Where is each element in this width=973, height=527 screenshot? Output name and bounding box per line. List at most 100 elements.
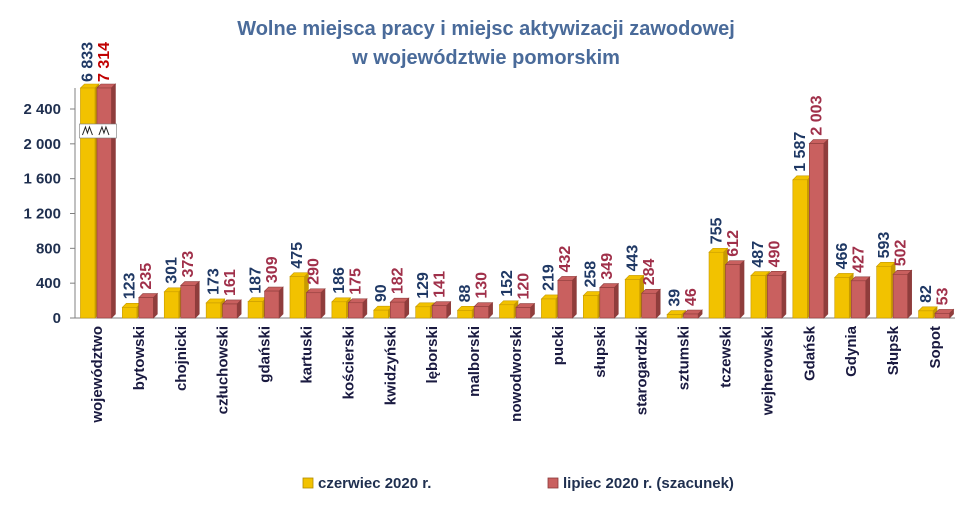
x-tick-label: sztumski [676, 326, 693, 390]
bar-june-14 [666, 309, 687, 319]
chart-subtitle: w województwie pomorskim [351, 47, 620, 69]
value-label-july: 490 [767, 241, 784, 268]
bar-june-10 [498, 300, 519, 319]
bar-july-16-side [781, 270, 787, 319]
bar-june-0-front [80, 87, 96, 319]
bar-july-5-side [320, 288, 326, 319]
bar-june-6 [331, 297, 352, 319]
x-tick-label: Sopot [927, 326, 944, 369]
bar-june-15 [708, 247, 729, 319]
bar-june-17-front [792, 179, 808, 319]
y-tick-label: 400 [36, 275, 61, 292]
bar-july-5-front [306, 292, 322, 319]
value-label-july: 290 [306, 258, 323, 285]
value-label-june: 1 587 [792, 132, 809, 172]
legend-label-july: lipiec 2020 r. (szacunek) [563, 475, 734, 492]
value-label-july: 2 003 [809, 95, 826, 135]
value-label-june: 187 [247, 267, 264, 294]
bar-july-8 [431, 300, 452, 319]
bar-july-19-front [892, 273, 908, 319]
bar-june-17 [792, 175, 813, 319]
bar-june-1 [121, 302, 142, 319]
bar-june-4 [247, 296, 268, 319]
bar-july-16 [766, 270, 787, 319]
x-tick-label: nowodworski [508, 326, 525, 422]
bar-july-9 [473, 301, 494, 319]
x-tick-label: lęborski [424, 326, 441, 384]
value-label-june: 6 833 [80, 42, 97, 82]
y-tick-label: 2 000 [23, 136, 61, 153]
bar-july-20 [934, 308, 955, 319]
value-label-july: 141 [431, 271, 448, 298]
x-tick-label: słupski [592, 326, 609, 378]
bar-july-13 [640, 288, 661, 319]
x-tick-label: chojnicki [173, 326, 190, 391]
x-tick-label: Gdynia [843, 325, 860, 377]
y-tick-label: 2 400 [23, 101, 61, 118]
bar-july-2-front [180, 285, 196, 319]
value-label-july: 175 [348, 268, 365, 295]
bar-july-18-front [850, 280, 867, 319]
bar-june-3-front [205, 302, 221, 319]
bar-june-13-front [624, 279, 641, 319]
x-tick-label: tczewski [718, 326, 735, 388]
bar-july-11-front [557, 280, 573, 319]
value-label-june: 186 [331, 267, 348, 294]
legend-swatch-july [547, 477, 559, 489]
bar-july-1-front [138, 297, 154, 319]
x-tick-label: człuchowski [215, 326, 232, 414]
axis-break-zigzag [81, 125, 93, 136]
bar-july-17 [808, 138, 829, 319]
value-label-july: 7 314 [96, 42, 113, 82]
value-label-july: 284 [641, 258, 658, 285]
value-label-july: 349 [599, 253, 616, 280]
y-tick-label: 0 [53, 310, 61, 327]
bar-july-2-side [194, 280, 200, 319]
y-tick-label: 800 [36, 240, 61, 257]
bar-june-7 [373, 305, 394, 319]
value-label-july: 309 [264, 256, 281, 283]
legend-swatch-june [302, 477, 314, 489]
x-tick-label: malborski [466, 326, 483, 397]
x-tick-label: wejherowski [759, 326, 776, 416]
x-tick-label: kościerski [340, 326, 357, 399]
bar-june-6-front [331, 301, 347, 319]
value-label-july: 130 [473, 272, 490, 299]
x-tick-label: kartuski [298, 326, 315, 384]
x-tick-label: bytowski [131, 326, 148, 390]
bar-june-20 [917, 306, 938, 319]
value-label-june: 82 [918, 285, 935, 303]
bar-july-6 [347, 298, 368, 319]
bar-july-0-side [111, 83, 116, 319]
bar-july-16-front [767, 275, 783, 319]
bar-july-19 [892, 269, 913, 319]
bar-july-5 [305, 288, 326, 319]
bar-july-10-front [515, 307, 531, 319]
bar-june-20-front [918, 310, 934, 319]
bar-june-4-front [247, 301, 263, 319]
value-label-july: 53 [934, 287, 951, 305]
value-label-july: 373 [180, 251, 197, 278]
chart-title: Wolne miejsca pracy i miejsc aktywizacji… [237, 18, 735, 40]
bar-june-15-front [708, 251, 724, 319]
x-tick-label: kwidzyński [382, 326, 399, 405]
bar-june-14-front [666, 314, 682, 319]
bar-july-15-front [725, 264, 741, 319]
bar-july-0 [96, 83, 117, 319]
bar-june-19-front [876, 266, 892, 319]
bar-june-12 [582, 290, 603, 319]
bar-july-4 [263, 286, 284, 319]
bar-june-8-front [415, 306, 431, 319]
bar-june-10-front [499, 304, 515, 319]
bar-july-4-side [278, 286, 284, 319]
value-label-june: 88 [457, 284, 474, 302]
bar-july-13-front [641, 292, 657, 319]
bar-june-16 [750, 270, 771, 319]
bar-june-7-front [373, 309, 389, 319]
bar-july-14-front [683, 313, 699, 319]
value-label-june: 487 [750, 241, 767, 268]
bar-july-15 [724, 259, 745, 319]
bar-june-5-front [289, 276, 305, 319]
y-axis: 0 400 800 1 200 1 600 2 000 2 400 [23, 88, 955, 327]
